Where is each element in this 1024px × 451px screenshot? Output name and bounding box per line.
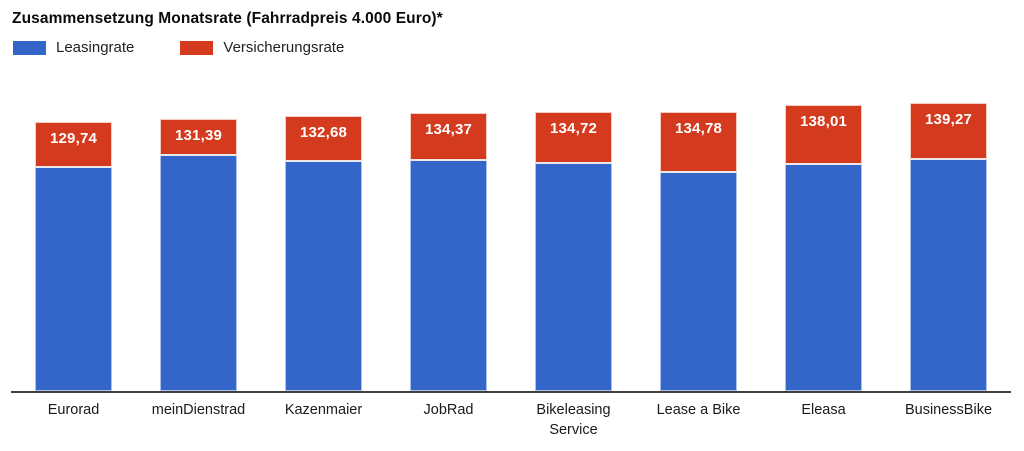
x-axis-label: Kazenmaier xyxy=(284,402,363,418)
bar-group: 138,01 xyxy=(761,61,886,391)
bar-total-label: 134,78 xyxy=(674,120,723,138)
bar-total-label: 131,39 xyxy=(174,127,223,145)
x-axis-label: BusinessBike xyxy=(904,402,993,418)
legend-item-versicherungsrate: Versicherungsrate xyxy=(180,39,344,56)
bar-segment-versicherungsrate: 129,74 xyxy=(35,122,112,169)
legend-item-leasingrate: Leasingrate xyxy=(13,39,134,56)
x-axis-label-slot: JobRad xyxy=(386,400,511,441)
bar-segment-leasingrate xyxy=(535,163,612,391)
bar-segment-versicherungsrate: 132,68 xyxy=(285,116,362,163)
x-axis-label-slot: Lease a Bike xyxy=(636,400,761,441)
x-axis-label: meinDienstrad xyxy=(151,402,246,418)
x-axis-label: Eurorad xyxy=(47,402,100,418)
stacked-bar: 139,27 xyxy=(910,102,987,391)
bar-segment-leasingrate xyxy=(660,173,737,391)
x-axis-label: Bikeleasing Service xyxy=(536,402,611,439)
versicherungsrate-color-swatch xyxy=(180,40,214,55)
x-axis-label-slot: Bikeleasing Service xyxy=(511,400,636,441)
stacked-bar: 138,01 xyxy=(785,105,862,391)
bar-group: 134,37 xyxy=(386,61,511,391)
stacked-bar: 129,74 xyxy=(35,122,112,391)
bar-segment-versicherungsrate: 134,37 xyxy=(410,112,487,161)
bar-group: 129,74 xyxy=(11,61,136,391)
bar-total-label: 134,37 xyxy=(424,120,473,138)
bar-total-label: 134,72 xyxy=(549,120,598,138)
bar-segment-leasingrate xyxy=(785,165,862,391)
stacked-bar: 131,39 xyxy=(160,119,237,391)
stacked-bar: 134,72 xyxy=(535,112,612,391)
bar-group: 134,72 xyxy=(511,61,636,391)
bar-segment-versicherungsrate: 131,39 xyxy=(160,119,237,157)
bar-total-label: 139,27 xyxy=(924,110,973,128)
legend-label-leasingrate: Leasingrate xyxy=(56,39,135,56)
x-axis-label-slot: Eurorad xyxy=(11,400,136,441)
x-axis-label: Eleasa xyxy=(801,402,846,418)
bar-total-label: 132,68 xyxy=(299,124,348,142)
bars-container: 129,74 131,39 132,68 134,37 134,72 134,78 138,… xyxy=(11,61,1011,391)
bar-group: 134,78 xyxy=(636,61,761,391)
x-axis-label-slot: BusinessBike xyxy=(886,400,1011,441)
x-axis-label: JobRad xyxy=(423,402,474,418)
bar-segment-versicherungsrate: 134,78 xyxy=(660,112,737,174)
bar-segment-leasingrate xyxy=(910,160,987,391)
chart-title: Zusammensetzung Monatsrate (Fahrradpreis… xyxy=(12,10,443,27)
bar-segment-versicherungsrate: 134,72 xyxy=(535,112,612,164)
bar-segment-leasingrate xyxy=(35,168,112,391)
x-axis-line xyxy=(11,391,1011,393)
x-axis-label: Lease a Bike xyxy=(656,402,741,418)
bar-segment-leasingrate xyxy=(160,156,237,391)
legend-label-versicherungsrate: Versicherungsrate xyxy=(223,39,345,56)
x-axis-label-slot: Kazenmaier xyxy=(261,400,386,441)
stacked-bar: 132,68 xyxy=(285,116,362,391)
bar-segment-leasingrate xyxy=(285,162,362,391)
bar-segment-versicherungsrate: 139,27 xyxy=(910,102,987,161)
x-axis-labels: Eurorad meinDienstrad Kazenmaier JobRad Bike… xyxy=(11,400,1011,441)
bar-group: 132,68 xyxy=(261,61,386,391)
x-axis-label-slot: meinDienstrad xyxy=(136,400,261,441)
x-axis-label-slot: Eleasa xyxy=(761,400,886,441)
bar-total-label: 138,01 xyxy=(799,113,848,131)
plot-area: 129,74 131,39 132,68 134,37 134,72 134,78 138,… xyxy=(11,0,1011,451)
leasingrate-color-swatch xyxy=(13,40,46,55)
bar-segment-leasingrate xyxy=(410,160,487,391)
stacked-bar: 134,37 xyxy=(410,112,487,391)
bar-group: 131,39 xyxy=(136,61,261,391)
bar-total-label: 129,74 xyxy=(49,130,98,148)
bar-group: 139,27 xyxy=(886,61,1011,391)
bar-segment-versicherungsrate: 138,01 xyxy=(785,105,862,166)
legend: Leasingrate Versicherungsrate xyxy=(13,39,390,56)
stacked-bar: 134,78 xyxy=(660,112,737,391)
